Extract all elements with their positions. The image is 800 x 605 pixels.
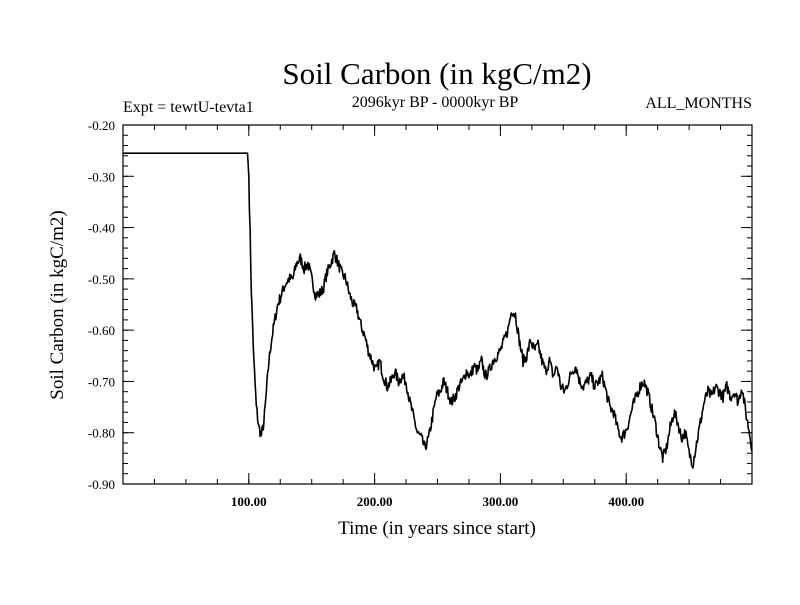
y-tick-label: -0.50 — [88, 272, 115, 287]
y-axis-label: Soil Carbon (in kgC/m2) — [47, 210, 68, 399]
period-label: 2096kyr BP - 0000kyr BP — [352, 94, 519, 111]
x-tick-labels: 100.00 200.00 300.00 400.00 — [231, 494, 644, 509]
x-axis-label: Time (in years since start) — [338, 518, 536, 539]
x-tick-label: 100.00 — [231, 494, 267, 509]
soil-carbon-line — [122, 152, 753, 469]
plot-frame — [122, 124, 753, 485]
experiment-label: Expt = tewtU-tevta1 — [123, 99, 254, 116]
y-tick-labels: -0.20 -0.30 -0.40 -0.50 -0.60 -0.70 -0.80 -0.90 — [88, 118, 115, 492]
y-tick-label: -0.30 — [88, 169, 115, 184]
x-tick-label: 400.00 — [608, 494, 644, 509]
y-tick-label: -0.60 — [88, 323, 115, 338]
axis-ticks — [122, 124, 753, 485]
y-tick-label: -0.20 — [88, 118, 115, 133]
chart-title: Soil Carbon (in kgC/m2) — [282, 56, 591, 91]
y-tick-label: -0.40 — [88, 221, 115, 236]
y-tick-label: -0.70 — [88, 374, 115, 389]
y-tick-label: -0.90 — [88, 477, 115, 492]
season-label: ALL_MONTHS — [645, 95, 752, 112]
x-tick-label: 200.00 — [357, 494, 393, 509]
y-tick-label: -0.80 — [88, 426, 115, 441]
x-tick-label: 300.00 — [483, 494, 519, 509]
